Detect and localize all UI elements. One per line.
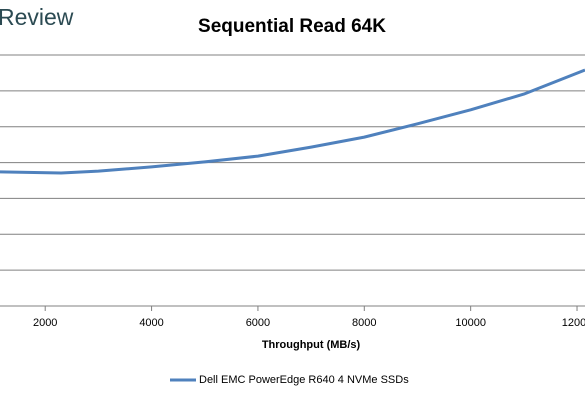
x-tick-label: 6000 [246, 317, 270, 329]
x-tick-label: 2000 [33, 317, 57, 329]
chart-title: Sequential Read 64K [198, 16, 386, 37]
legend-label: Dell EMC PowerEdge R640 4 NVMe SSDs [199, 374, 409, 386]
x-axis-label: Throughput (MB/s) [262, 339, 361, 351]
x-tick-label: 8000 [352, 317, 376, 329]
x-tick-label: 12000 [562, 317, 585, 329]
data-line [0, 68, 585, 175]
logo: Review [0, 4, 74, 30]
x-tick-label: 10000 [455, 317, 486, 329]
x-tick-label: 4000 [139, 317, 163, 329]
